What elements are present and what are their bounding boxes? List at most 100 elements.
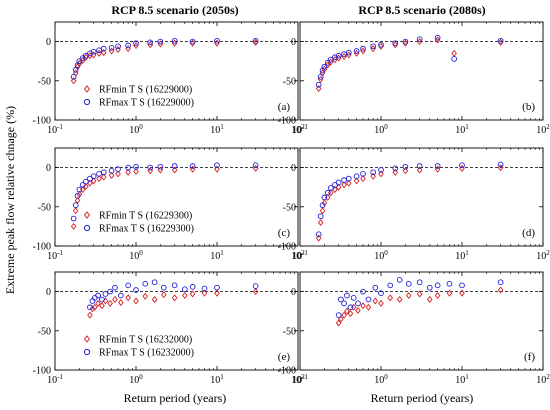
rfmax-point (95, 292, 101, 299)
rfmin-point (125, 45, 131, 53)
rfmax-point (171, 163, 178, 169)
rfmax-point (344, 292, 350, 299)
rfmax-point (392, 165, 399, 172)
x-tick-label: 10-1 (292, 373, 308, 386)
y-tick-label: 0 (291, 287, 296, 298)
rfmin-point (347, 310, 354, 318)
rfmax-point (434, 282, 441, 289)
rfmax-point (378, 41, 384, 48)
rfmax-point (317, 74, 324, 80)
rfmin-point (365, 303, 372, 311)
panel-label: (d) (522, 227, 535, 239)
plot-frame (54, 271, 299, 371)
rfmax-point (416, 279, 423, 286)
legend-marker-rfmax (83, 224, 91, 232)
rfmin-point (345, 179, 352, 187)
rfmax-point (345, 175, 352, 182)
rfmin-point (189, 290, 196, 298)
rfmax-point (214, 284, 220, 291)
rfmax-point (252, 37, 259, 44)
rfmax-point (108, 167, 115, 174)
y-tick-label: -50 (38, 76, 51, 87)
x-tick-label: 10-1 (47, 249, 63, 262)
rfmin-point (157, 40, 164, 48)
y-tick-label: 0 (291, 163, 296, 174)
rfmin-point (392, 41, 399, 49)
plot-frame (54, 21, 299, 121)
rfmax-point (147, 164, 154, 171)
x-tick-label: 10-1 (47, 373, 63, 386)
rfmax-point (324, 189, 331, 196)
rfmin-point (372, 297, 379, 305)
rfmax-point (99, 296, 105, 303)
rfmax-point (72, 66, 79, 73)
rfmin-point (344, 307, 350, 315)
rfmax-point (157, 38, 164, 45)
rfmax-point (353, 173, 360, 180)
rfmin-point (214, 165, 220, 173)
rfmin-point (252, 164, 259, 172)
legend-marker-rfmin (83, 335, 91, 343)
rfmax-point (112, 284, 118, 291)
rfmax-point (133, 163, 139, 170)
rfmax-point (100, 169, 107, 176)
rfmin-point (87, 311, 93, 319)
rfmin-point (317, 75, 324, 83)
x-tick-label: 101 (455, 249, 469, 262)
rfmin-point (321, 199, 328, 207)
y-tick-label: 0 (46, 37, 51, 48)
rfmax-point (459, 162, 465, 169)
rfmax-point (125, 164, 132, 171)
rfmax-point (360, 171, 366, 177)
rfmax-point (446, 280, 453, 287)
legend-marker-rfmin (83, 211, 91, 219)
rfmin-point (360, 175, 366, 183)
x-tick-label: 101 (210, 123, 224, 136)
rfmax-point (353, 48, 360, 54)
rfmin-point (214, 39, 220, 47)
rfmax-point (82, 52, 89, 59)
rfmin-point (108, 171, 115, 179)
rfmax-point (338, 296, 344, 303)
rfmax-point (76, 186, 83, 193)
rfmax-point (107, 288, 114, 295)
x-tick-label: 100 (374, 123, 388, 136)
rfmax-point (125, 282, 132, 289)
rfmax-point (319, 202, 326, 209)
rfmin-point (360, 302, 366, 310)
legend-marker-rfmin (83, 85, 91, 93)
rfmin-point (341, 52, 347, 61)
rfmin-point (434, 291, 441, 300)
rfmax-point (151, 279, 158, 286)
rfmax-point (396, 276, 403, 283)
rfmax-point (147, 39, 154, 46)
rfmin-point (396, 295, 403, 303)
rfmax-point (321, 63, 328, 70)
panel-label: (b) (522, 101, 535, 113)
rfmin-point (89, 305, 96, 313)
legend-entry: RFmin T S (16232000) (99, 335, 192, 346)
rfmin-point (107, 299, 113, 307)
rfmax-point (90, 48, 97, 55)
rfmax-point (324, 59, 331, 66)
rfmax-point (87, 304, 93, 311)
rfmin-point (378, 170, 384, 178)
rfmax-point (157, 163, 164, 170)
rfmin-point (70, 77, 77, 85)
rfmax-point (90, 173, 97, 180)
x-axis-label-right: Return period (years) (371, 391, 474, 405)
rfmax-point (392, 40, 399, 47)
rfmax-point (214, 37, 220, 44)
rfmin-point (115, 45, 121, 53)
rfmin-point (402, 39, 409, 47)
y-tick-label: 0 (291, 37, 296, 48)
rfmin-point (95, 299, 101, 307)
rfmax-point (341, 300, 347, 307)
rfmax-point (72, 202, 79, 209)
rfmin-point (353, 49, 360, 57)
y-axis-label: Extreme peak flow relative chnage (%) (3, 106, 17, 294)
rfmin-point (83, 182, 89, 190)
rfmax-point (365, 296, 372, 303)
